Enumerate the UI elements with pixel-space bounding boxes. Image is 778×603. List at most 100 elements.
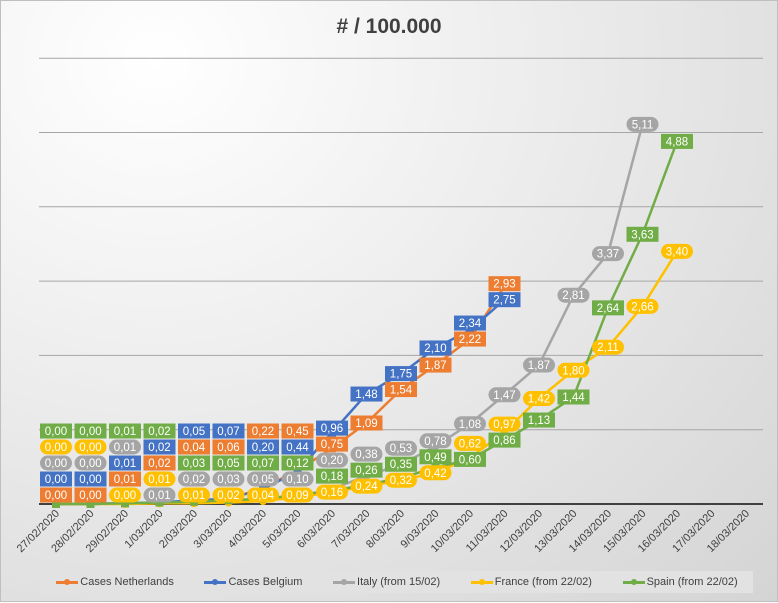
data-label: 0,78 xyxy=(424,436,446,448)
data-label: 0,05 xyxy=(252,474,274,486)
data-label-box xyxy=(247,439,279,455)
data-label-box xyxy=(488,432,521,448)
data-label-box xyxy=(454,331,486,347)
data-label-box xyxy=(316,468,348,484)
data-label: 2,64 xyxy=(597,303,620,315)
data-point-marker xyxy=(52,500,60,508)
data-label: 2,81 xyxy=(562,290,584,302)
data-point-marker xyxy=(155,498,164,507)
data-label: 1,08 xyxy=(459,419,481,431)
data-label-box xyxy=(385,472,417,488)
data-label: 0,20 xyxy=(321,455,343,467)
data-label-box xyxy=(212,471,245,487)
data-label-box xyxy=(419,433,452,449)
data-label-box xyxy=(454,451,486,467)
data-label-box xyxy=(178,471,210,487)
data-label: 0,02 xyxy=(148,458,170,470)
legend-swatch xyxy=(470,578,493,585)
data-label-box xyxy=(109,423,141,439)
data-label-box xyxy=(454,416,486,432)
data-label: 0,26 xyxy=(355,465,377,477)
data-label-box xyxy=(109,455,141,471)
data-label: 0,35 xyxy=(390,459,412,471)
data-label: 0,04 xyxy=(252,490,275,502)
data-label: 0,01 xyxy=(183,490,205,502)
data-label-box xyxy=(40,439,72,455)
data-label: 0,86 xyxy=(493,435,515,447)
data-label-box xyxy=(212,439,245,455)
data-label-box xyxy=(350,386,383,402)
data-label-box xyxy=(316,484,348,500)
data-point-marker xyxy=(293,467,302,476)
data-label-box xyxy=(350,478,383,494)
data-label-box xyxy=(488,387,521,403)
data-label-box xyxy=(109,439,141,455)
data-label-box xyxy=(523,357,555,373)
data-label: 0,00 xyxy=(79,474,101,486)
data-label: 0,02 xyxy=(148,426,170,438)
data-label: 1,47 xyxy=(493,390,515,402)
data-label-box xyxy=(350,462,383,478)
data-label: 2,22 xyxy=(459,334,481,346)
data-label: 2,66 xyxy=(631,301,653,313)
data-label: 0,16 xyxy=(321,487,343,499)
data-label-box xyxy=(212,487,245,503)
data-label: 2,10 xyxy=(424,343,446,355)
data-label-box xyxy=(488,292,521,308)
data-label-box xyxy=(247,471,279,487)
data-label: 1,87 xyxy=(424,360,446,372)
data-label: 0,05 xyxy=(217,458,239,470)
legend-item: Cases Belgium xyxy=(204,576,302,588)
data-label: 0,62 xyxy=(459,438,481,450)
data-label: 0,00 xyxy=(45,426,67,438)
data-label-box xyxy=(281,487,314,503)
data-label-box xyxy=(419,340,452,356)
data-label: 3,63 xyxy=(631,229,653,241)
data-label: 0,00 xyxy=(45,458,67,470)
data-label-box xyxy=(454,435,486,451)
legend-swatch xyxy=(622,578,645,585)
data-label: 1,80 xyxy=(562,365,584,377)
data-label-box xyxy=(385,366,417,382)
legend-label: Spain (from 22/02) xyxy=(646,576,738,588)
data-label: 1,87 xyxy=(528,360,550,372)
data-label: 0,00 xyxy=(79,458,101,470)
data-label: 0,22 xyxy=(252,426,274,438)
data-label-box xyxy=(419,449,452,465)
data-label: 0,00 xyxy=(79,490,101,502)
legend: Cases Netherlands Cases Belgium Italy (fro… xyxy=(41,571,753,593)
data-label-box xyxy=(385,440,417,456)
data-label: 0,02 xyxy=(148,442,170,454)
data-label: 0,09 xyxy=(286,490,308,502)
legend-label: France (from 22/02) xyxy=(494,576,592,588)
data-label-box xyxy=(626,116,659,132)
data-label-box xyxy=(626,298,659,314)
data-label-box xyxy=(523,412,555,428)
data-label: 1,42 xyxy=(528,393,550,405)
data-label: 0,04 xyxy=(183,442,206,454)
data-label: 0,01 xyxy=(114,426,136,438)
data-label: 0,75 xyxy=(321,439,343,451)
data-label-box xyxy=(488,416,521,432)
data-label-box xyxy=(178,455,210,471)
data-label-box xyxy=(143,423,176,439)
data-label-box xyxy=(661,133,693,149)
data-label-box xyxy=(592,339,624,355)
legend-swatch xyxy=(204,578,227,585)
data-label-box xyxy=(281,423,314,439)
data-label-box xyxy=(592,300,624,316)
data-label-box xyxy=(212,455,245,471)
data-label-box xyxy=(178,423,210,439)
data-label-box xyxy=(247,455,279,471)
data-label-box xyxy=(143,471,176,487)
data-label: 0,53 xyxy=(390,443,412,455)
data-label: 0,07 xyxy=(217,426,239,438)
data-label: 0,00 xyxy=(79,426,101,438)
legend-item: France (from 22/02) xyxy=(470,576,592,588)
legend-swatch xyxy=(333,578,356,585)
data-label-box xyxy=(74,455,107,471)
data-label: 1,09 xyxy=(355,418,377,430)
data-label: 0,38 xyxy=(355,449,377,461)
